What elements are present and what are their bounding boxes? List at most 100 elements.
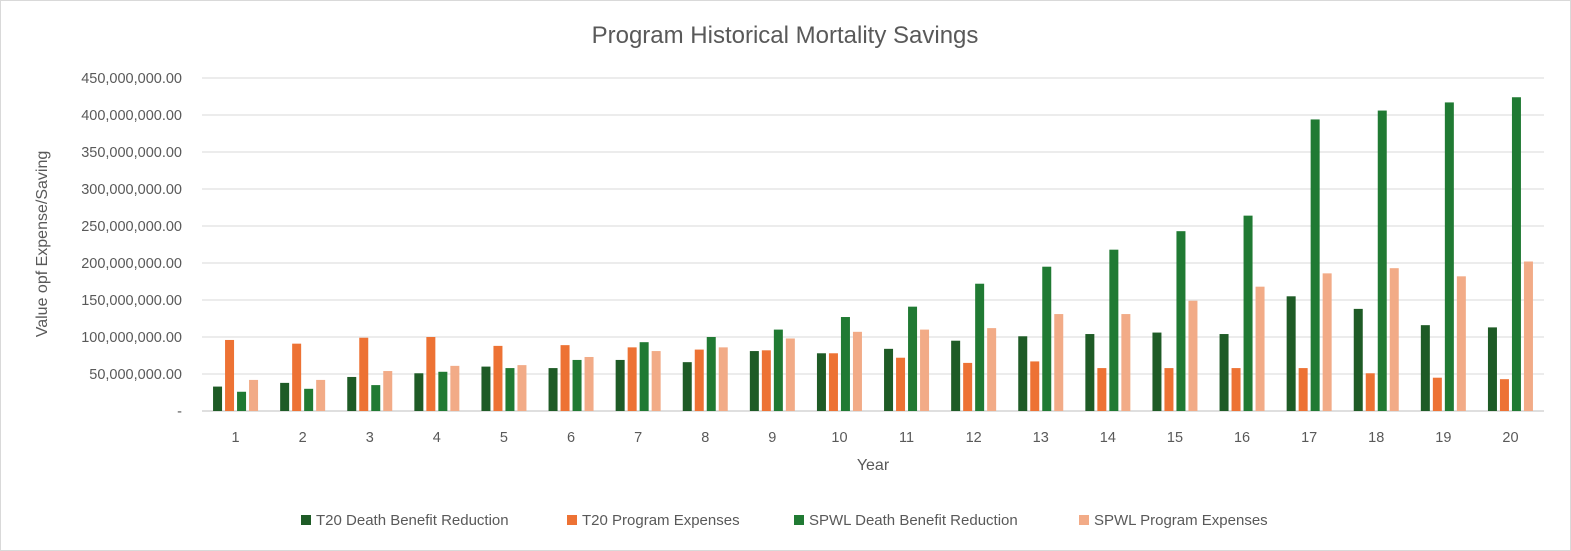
bar	[706, 337, 716, 411]
bar	[359, 337, 369, 411]
bar	[963, 362, 973, 411]
bar	[1085, 334, 1095, 411]
x-tick-label: 17	[1301, 430, 1317, 446]
bar	[371, 385, 381, 411]
bar	[304, 388, 314, 411]
bar	[1487, 327, 1497, 411]
bar	[1420, 325, 1430, 411]
bar	[749, 351, 759, 411]
bar	[920, 329, 930, 411]
bar	[639, 342, 649, 411]
x-tick-label: 15	[1167, 430, 1183, 446]
bar	[1511, 97, 1521, 412]
y-tick-label: 250,000,000.00	[81, 219, 182, 235]
bar	[975, 283, 985, 411]
bar	[1152, 332, 1162, 411]
bar	[951, 340, 961, 411]
bar	[1432, 377, 1442, 411]
bar	[493, 345, 503, 411]
x-tick-label: 20	[1502, 430, 1518, 446]
bar	[785, 338, 795, 411]
x-tick-label: 7	[634, 430, 642, 446]
y-axis-ticks: - 50,000,000.00 100,000,000.00 150,000,000.…	[81, 71, 182, 420]
legend-swatch	[567, 515, 577, 525]
bar	[987, 328, 997, 411]
bar	[1255, 286, 1265, 411]
bar	[560, 345, 570, 411]
bar	[414, 373, 424, 411]
x-tick-label: 1	[232, 430, 240, 446]
bar	[773, 329, 783, 411]
y-tick-label: 50,000,000.00	[89, 367, 182, 383]
bar	[908, 306, 918, 411]
x-tick-label: 16	[1234, 430, 1250, 446]
bar	[280, 382, 290, 411]
gridlines	[202, 77, 1544, 412]
y-tick-label: 400,000,000.00	[81, 108, 182, 124]
y-tick-label: 350,000,000.00	[81, 145, 182, 161]
x-tick-label: 14	[1100, 430, 1116, 446]
bar	[1456, 276, 1466, 411]
bar	[1444, 102, 1454, 412]
bar	[1310, 119, 1320, 411]
x-tick-label: 8	[701, 430, 709, 446]
bar	[292, 343, 302, 411]
bar	[1109, 249, 1119, 411]
x-tick-label: 19	[1435, 430, 1451, 446]
x-tick-label: 18	[1368, 430, 1384, 446]
y-tick-label: 300,000,000.00	[81, 182, 182, 198]
bar	[517, 365, 527, 411]
bar	[213, 386, 223, 411]
x-tick-label: 11	[899, 430, 914, 446]
bar	[1365, 373, 1375, 411]
bar	[884, 348, 894, 411]
bar	[1353, 308, 1363, 411]
bar	[1389, 268, 1399, 411]
bar	[225, 339, 235, 411]
legend-swatch	[301, 515, 311, 525]
bar	[383, 371, 393, 411]
bar	[1499, 379, 1509, 411]
x-tick-label: 10	[831, 430, 847, 446]
bar	[1231, 368, 1241, 411]
y-tick-label: 100,000,000.00	[81, 330, 182, 346]
legend-label: SPWL Death Benefit Reduction	[809, 512, 1018, 529]
bar	[249, 379, 259, 411]
bar	[852, 331, 862, 411]
bar	[347, 376, 357, 411]
x-axis-title: Year	[857, 457, 890, 474]
x-tick-label: 3	[366, 430, 374, 446]
bar	[718, 347, 728, 411]
legend-label: T20 Program Expenses	[582, 512, 740, 529]
legend-label: SPWL Program Expenses	[1094, 512, 1268, 529]
bar	[828, 353, 838, 411]
y-tick-label: 150,000,000.00	[81, 293, 182, 309]
chart-title: Program Historical Mortality Savings	[592, 22, 979, 49]
x-tick-label: 12	[966, 430, 982, 446]
legend-swatch	[794, 515, 804, 525]
y-tick-label: -	[177, 404, 182, 420]
bar	[426, 337, 436, 411]
bar	[694, 349, 704, 411]
bar	[505, 368, 515, 411]
legend-swatch	[1079, 515, 1089, 525]
bar	[481, 366, 491, 411]
bar	[237, 391, 247, 411]
x-tick-label: 5	[500, 430, 508, 446]
bar	[1121, 314, 1131, 411]
bar	[572, 359, 582, 411]
bar	[1030, 361, 1040, 411]
bar	[548, 368, 558, 411]
bar	[1243, 215, 1253, 411]
x-tick-label: 6	[567, 430, 575, 446]
x-axis-ticks: 1 2 3 4 5 6 7 8 9 10 11 12 13 14 15 16 17 18 19 20	[232, 430, 1519, 446]
bar	[761, 350, 771, 411]
x-tick-label: 9	[768, 430, 776, 446]
bar	[316, 379, 326, 411]
bar	[1018, 336, 1028, 411]
bar	[438, 371, 448, 411]
legend: T20 Death Benefit Reduction T20 Program E…	[301, 512, 1268, 529]
x-tick-label: 2	[299, 430, 307, 446]
bar	[1523, 261, 1533, 411]
